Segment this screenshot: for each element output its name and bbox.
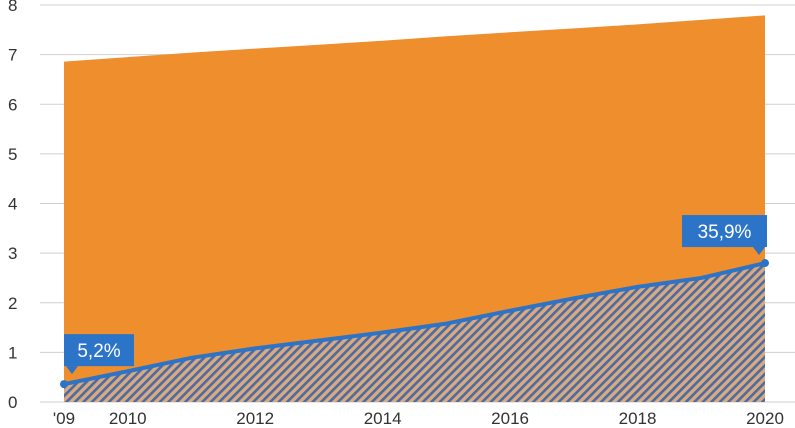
- x-tick-label: 2016: [491, 409, 529, 428]
- y-tick-label: 7: [8, 46, 17, 65]
- y-tick-label: 8: [8, 0, 17, 15]
- area-series-2: [64, 263, 765, 402]
- annotation-marker: [60, 380, 68, 389]
- y-tick-label: 3: [8, 244, 17, 263]
- series-line-2: [62, 261, 767, 387]
- annotation-label: 5,2%: [77, 341, 120, 362]
- y-axis: 0 1 2 3 4 5 6 7 8: [8, 0, 17, 412]
- annotation-1: 5,2%: [60, 334, 134, 389]
- y-tick-label: 5: [8, 145, 17, 164]
- x-tick-label: 2018: [619, 409, 657, 428]
- annotation-label: 35,9%: [698, 222, 752, 243]
- annotation-box: [682, 215, 767, 248]
- x-tick-label: 2012: [236, 409, 274, 428]
- annotation-box: [64, 334, 134, 367]
- x-axis: '09 2010 2012 2014 2016 2018 2020: [53, 409, 784, 428]
- annotation-pointer: [753, 247, 765, 256]
- y-tick-label: 0: [8, 393, 17, 412]
- x-tick-label: 2014: [364, 409, 402, 428]
- area-series: [64, 15, 765, 402]
- x-tick-label: 2010: [109, 409, 147, 428]
- annotation-pointer: [66, 366, 78, 375]
- x-tick-label: 2020: [746, 409, 784, 428]
- y-tick-label: 6: [8, 95, 17, 114]
- y-tick-label: 1: [8, 343, 17, 362]
- y-tick-label: 4: [8, 195, 17, 214]
- series-lines: [62, 261, 767, 387]
- annotation-marker: [761, 259, 769, 268]
- x-tick-label: '09: [53, 409, 75, 428]
- annotations: 5,2% 35,9%: [60, 215, 769, 389]
- annotation-2: 35,9%: [682, 215, 769, 268]
- y-tick-label: 2: [8, 294, 17, 313]
